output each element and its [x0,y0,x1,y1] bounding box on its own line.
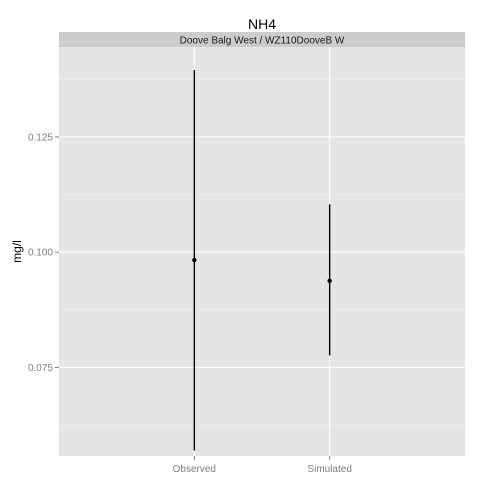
x-tick-label: Simulated [307,464,351,475]
chart-title: NH4 [248,16,276,32]
data-marks [192,70,332,451]
plot-panel [59,47,465,456]
facet-label: Doove Balg West / WZ110DooveB W [180,36,345,47]
x-axis-ticks: Observed Simulated [173,456,352,475]
mean-point [327,278,332,283]
y-tick-label: 0.075 [28,363,53,374]
facet-strip [59,32,465,47]
y-tick-label: 0.100 [28,248,53,259]
y-axis-label: mg/l [10,240,24,263]
x-tick-label: Observed [173,464,216,475]
y-axis-ticks: 0.075 0.100 0.125 [28,132,59,374]
y-tick-label: 0.125 [28,132,53,143]
mean-point [192,257,197,263]
